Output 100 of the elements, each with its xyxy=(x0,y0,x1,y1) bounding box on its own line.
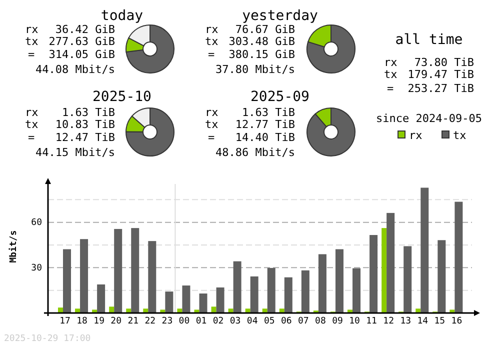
text: = xyxy=(28,48,35,61)
bar xyxy=(370,235,378,313)
bar xyxy=(199,294,208,313)
x-tick-label: 20 xyxy=(110,316,122,326)
x-tick-label: 18 xyxy=(76,316,88,326)
text: 73.80 TiB xyxy=(414,56,474,69)
text: rx xyxy=(25,23,39,36)
y-tick-label: 60 xyxy=(31,218,42,228)
bar xyxy=(165,292,174,313)
bar xyxy=(404,246,412,313)
text: rx xyxy=(205,23,219,36)
bar xyxy=(262,308,268,313)
bar xyxy=(245,308,250,313)
text: tx xyxy=(384,68,398,81)
text: 44.15 Mbit/s xyxy=(36,146,115,159)
donut-slice xyxy=(306,108,356,156)
x-tick-label: 23 xyxy=(162,316,173,326)
text: 179.47 TiB xyxy=(408,68,474,81)
bar xyxy=(216,287,224,313)
x-tick-label: 06 xyxy=(280,316,292,326)
bar xyxy=(131,228,140,313)
text: 36.42 GiB xyxy=(55,23,116,36)
text: 380.15 GiB xyxy=(228,48,296,61)
x-tick-label: 16 xyxy=(451,316,462,326)
text: rx xyxy=(205,106,219,119)
bar xyxy=(454,202,463,313)
text: = xyxy=(28,131,35,144)
x-tick-label: 04 xyxy=(246,316,258,326)
x-tick-label: 00 xyxy=(178,316,190,326)
bar xyxy=(75,308,80,313)
text: tx xyxy=(25,118,39,131)
text: = xyxy=(208,48,215,61)
x-tick-label: 11 xyxy=(366,316,377,326)
text: 48.86 Mbit/s xyxy=(216,146,295,159)
bar xyxy=(420,188,429,313)
donut-slice xyxy=(306,24,356,74)
text: tx xyxy=(205,118,219,131)
legend-label: tx xyxy=(453,129,467,142)
bar xyxy=(97,284,106,313)
bar xyxy=(318,254,326,313)
bar xyxy=(211,306,216,313)
bar xyxy=(63,249,71,313)
text: 12.47 TiB xyxy=(55,131,116,144)
x-tick-label: 02 xyxy=(212,316,224,326)
x-tick-label: 17 xyxy=(60,316,70,326)
text: 277.63 GiB xyxy=(48,35,116,48)
bar xyxy=(148,241,156,313)
legend-label: rx xyxy=(409,129,423,142)
x-tick-label: 09 xyxy=(332,316,343,326)
text: 253.27 TiB xyxy=(408,82,474,95)
text: 314.05 GiB xyxy=(48,48,116,61)
x-tick-label: 01 xyxy=(196,316,207,326)
x-tick-label: 08 xyxy=(315,316,326,326)
text: 37.80 Mbit/s xyxy=(216,63,295,76)
bar xyxy=(233,261,242,313)
x-tick-label: 22 xyxy=(144,316,156,326)
text: tx xyxy=(205,35,219,48)
x-tick-label: 12 xyxy=(383,316,394,326)
bar xyxy=(250,276,258,313)
bar xyxy=(228,308,234,313)
bar xyxy=(80,239,88,313)
text: 1.63 TiB xyxy=(242,106,296,119)
x-tick-label: 05 xyxy=(264,316,275,326)
x-tick-label: 07 xyxy=(298,316,309,326)
text: = xyxy=(208,131,215,144)
bar xyxy=(284,277,292,313)
bar xyxy=(386,212,395,313)
bar xyxy=(194,310,200,313)
text: tx xyxy=(25,35,39,48)
bar xyxy=(114,228,122,313)
bar xyxy=(182,285,190,313)
bar xyxy=(92,310,98,313)
text: since 2024-09-05 xyxy=(376,112,482,125)
y-tick-label: 30 xyxy=(31,264,42,274)
text: 12.77 TiB xyxy=(235,118,296,131)
bar xyxy=(126,308,132,313)
bar xyxy=(143,308,148,313)
bar xyxy=(352,268,361,313)
chart-title: yesterday xyxy=(242,8,318,24)
text: all time xyxy=(395,32,463,48)
bar xyxy=(335,249,344,313)
text: 10.83 TiB xyxy=(55,118,116,131)
text: 1.63 TiB xyxy=(62,106,116,119)
chart-title: 2025-10 xyxy=(92,89,152,105)
bar xyxy=(416,308,421,313)
text: 44.08 Mbit/s xyxy=(36,63,115,76)
x-tick-label: 14 xyxy=(417,316,428,326)
y-axis-title: Mbit/s xyxy=(8,230,19,263)
text: 76.67 GiB xyxy=(235,23,296,36)
x-tick-label: 10 xyxy=(349,316,360,326)
bar xyxy=(109,306,114,313)
x-tick-label: 21 xyxy=(128,316,139,326)
x-tick-label: 03 xyxy=(230,316,241,326)
text: 303.48 GiB xyxy=(228,35,296,48)
bar xyxy=(348,310,353,313)
donut-slice xyxy=(126,108,174,156)
x-tick-label: 13 xyxy=(400,316,412,326)
chart-title: 2025-09 xyxy=(250,89,310,105)
text: rx xyxy=(384,56,398,69)
x-tick-label: 19 xyxy=(94,316,104,326)
